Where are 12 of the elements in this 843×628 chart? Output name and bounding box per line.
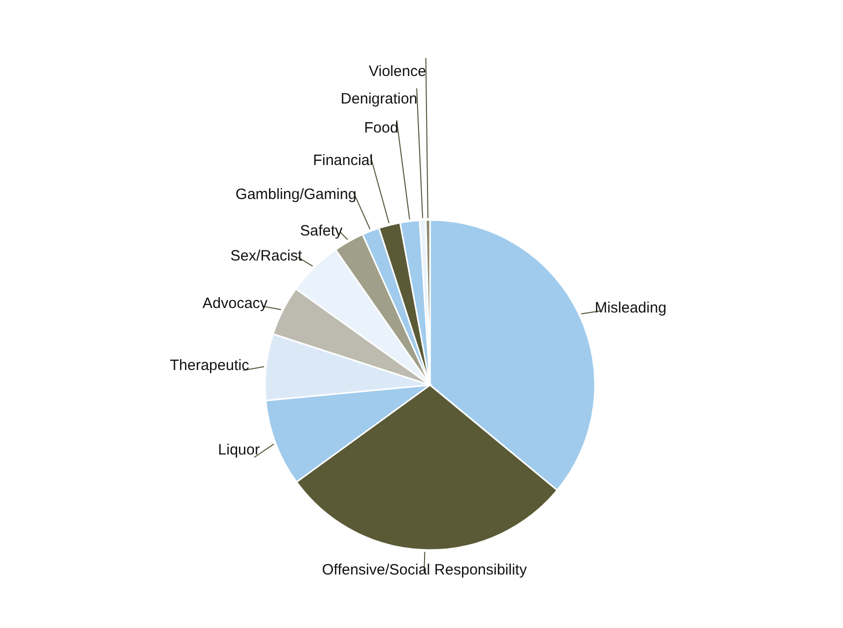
slice-label: Advocacy — [202, 294, 268, 312]
slice-label: Liquor — [218, 441, 260, 458]
slice-label: Violence — [368, 63, 426, 80]
slice-label: Financial — [312, 152, 373, 170]
slice-label: Therapeutic — [170, 357, 250, 374]
slice-label: Offensive/Social Responsibility — [322, 561, 528, 578]
slice-label: Gambling/Gaming — [236, 186, 356, 203]
slice-label: Food — [364, 120, 398, 137]
slice-label: Denigration — [340, 90, 418, 108]
slice-label: Sex/Racist — [230, 247, 303, 264]
slice-label: Safety — [300, 222, 344, 240]
slice-label: Misleading — [594, 299, 666, 316]
